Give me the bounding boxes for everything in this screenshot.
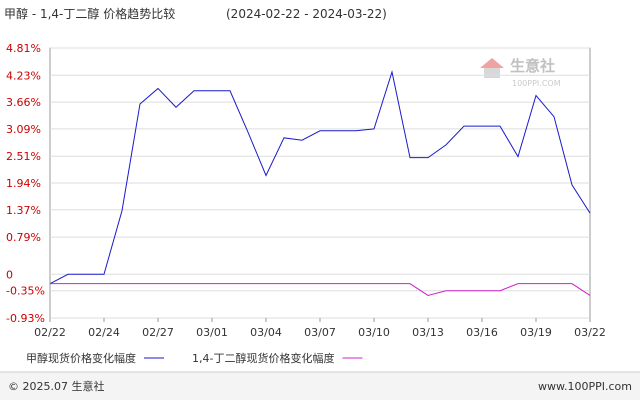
watermark-brand: 生意社 xyxy=(510,57,555,75)
y-tick-label: 0 xyxy=(6,268,13,281)
legend-label: 1,4-丁二醇现货价格变化幅度 xyxy=(192,351,334,365)
chart-subtitle: (2024-02-22 - 2024-03-22) xyxy=(226,7,387,21)
chart-title: 甲醇 - 1,4-丁二醇 价格趋势比较 xyxy=(4,6,175,21)
x-tick-label: 03/10 xyxy=(358,326,390,339)
x-tick-label: 02/24 xyxy=(88,326,120,339)
x-tick-label: 03/16 xyxy=(466,326,498,339)
watermark-house xyxy=(484,68,500,78)
watermark-roof xyxy=(480,58,504,68)
y-tick-label: 3.66% xyxy=(6,96,41,109)
y-tick-label: 2.51% xyxy=(6,150,41,163)
x-tick-label: 02/22 xyxy=(34,326,66,339)
y-tick-label: 0.79% xyxy=(6,231,41,244)
legend-label: 甲醇现货价格变化幅度 xyxy=(26,351,136,365)
y-tick-label: 4.81% xyxy=(6,42,41,55)
watermark: 生意社 100PPI.COM xyxy=(480,57,561,88)
y-tick-label: -0.93% xyxy=(6,312,45,325)
footer-band xyxy=(0,372,640,400)
y-tick-label: 1.94% xyxy=(6,177,41,190)
watermark-site: 100PPI.COM xyxy=(512,79,561,88)
y-tick-label: 3.09% xyxy=(6,123,41,136)
y-tick-label: -0.35% xyxy=(6,285,45,298)
x-tick-label: 03/22 xyxy=(574,326,606,339)
x-tick-label: 03/04 xyxy=(250,326,282,339)
x-tick-label: 03/01 xyxy=(196,326,228,339)
y-tick-label: 1.37% xyxy=(6,204,41,217)
x-tick-label: 03/19 xyxy=(520,326,552,339)
x-tick-label: 03/13 xyxy=(412,326,444,339)
x-tick-label: 03/07 xyxy=(304,326,336,339)
series-line xyxy=(49,70,591,285)
footer-right: www.100PPI.com xyxy=(538,380,632,393)
y-tick-label: 4.23% xyxy=(6,69,41,82)
footer-left: © 2025.07 生意社 xyxy=(8,379,104,393)
x-tick-label: 02/27 xyxy=(142,326,174,339)
series-line xyxy=(50,283,591,296)
